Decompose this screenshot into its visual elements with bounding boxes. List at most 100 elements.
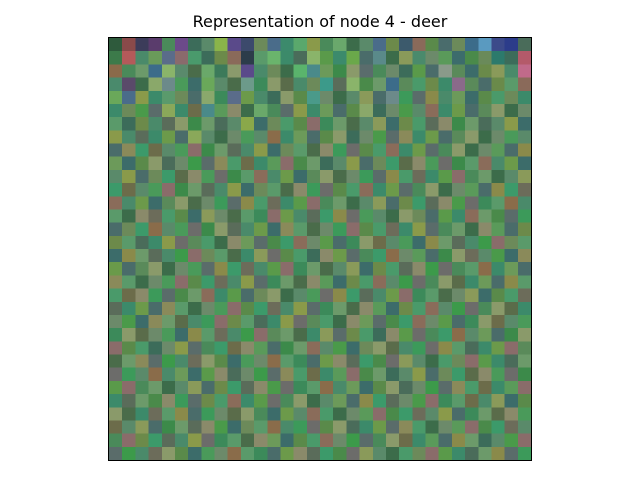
pixel-cell — [399, 328, 413, 342]
pixel-cell — [122, 407, 136, 421]
pixel-cell — [122, 301, 136, 316]
pixel-cell — [267, 341, 281, 355]
pixel-cell — [267, 328, 281, 342]
pixel-cell — [504, 169, 519, 184]
pixel-cell — [227, 301, 242, 316]
pixel-cell — [425, 262, 439, 276]
pixel-cell — [438, 262, 453, 276]
pixel-cell — [122, 183, 136, 197]
pixel-cell — [451, 328, 466, 342]
pixel-cell — [346, 209, 360, 223]
pixel-cell — [161, 407, 176, 421]
pixel-cell — [293, 209, 308, 223]
pixel-cell — [214, 420, 228, 434]
pixel-cell — [227, 64, 242, 78]
pixel-cell — [122, 196, 136, 210]
pixel-cell — [280, 420, 294, 434]
pixel-cell — [333, 433, 347, 448]
pixel-cell — [359, 367, 374, 382]
pixel-cell — [267, 288, 281, 303]
pixel-cell — [346, 143, 360, 157]
pixel-cell — [346, 90, 360, 105]
pixel-cell — [240, 394, 255, 408]
pixel-cell — [385, 77, 400, 92]
pixel-cell — [227, 314, 242, 329]
pixel-cell — [293, 328, 308, 342]
pixel-cell — [148, 394, 163, 408]
pixel-cell — [148, 262, 163, 276]
pixel-cell — [372, 169, 387, 184]
pixel-cell — [491, 275, 505, 289]
pixel-cell — [478, 249, 492, 263]
pixel-cell — [214, 103, 228, 118]
pixel-cell — [425, 77, 439, 92]
pixel-cell — [188, 156, 202, 171]
pixel-cell — [451, 380, 466, 395]
pixel-cell — [174, 249, 189, 263]
pixel-cell — [161, 380, 176, 395]
pixel-cell — [109, 222, 123, 237]
pixel-cell — [148, 367, 163, 382]
pixel-cell — [451, 196, 466, 210]
pixel-cell — [425, 380, 439, 395]
pixel-cell — [438, 90, 453, 105]
pixel-cell — [517, 156, 531, 171]
pixel-cell — [240, 235, 255, 250]
pixel-cell — [148, 288, 163, 303]
pixel-cell — [465, 183, 479, 197]
pixel-cell — [201, 301, 215, 316]
pixel-cell — [109, 103, 123, 118]
pixel-cell — [188, 117, 202, 131]
pixel-cell — [320, 222, 334, 237]
pixel-cell — [478, 394, 492, 408]
pixel-cell — [478, 222, 492, 237]
pixel-cell — [425, 446, 439, 460]
pixel-cell — [451, 143, 466, 157]
pixel-cell — [214, 235, 228, 250]
pixel-cell — [451, 420, 466, 434]
pixel-cell — [399, 394, 413, 408]
pixel-cell — [188, 275, 202, 289]
pixel-cell — [227, 380, 242, 395]
pixel-cell — [346, 77, 360, 92]
pixel-cell — [320, 420, 334, 434]
pixel-cell — [504, 77, 519, 92]
pixel-cell — [333, 301, 347, 316]
pixel-cell — [478, 380, 492, 395]
pixel-cell — [135, 117, 149, 131]
pixel-cell — [451, 288, 466, 303]
pixel-cell — [346, 328, 360, 342]
pixel-cell — [372, 77, 387, 92]
pixel-cell — [188, 301, 202, 316]
pixel-cell — [517, 433, 531, 448]
pixel-cell — [504, 90, 519, 105]
pixel-cell — [227, 433, 242, 448]
pixel-cell — [109, 209, 123, 223]
pixel-cell — [438, 117, 453, 131]
pixel-cell — [320, 275, 334, 289]
pixel-cell — [188, 209, 202, 223]
pixel-cell — [412, 262, 426, 276]
pixel-cell — [491, 90, 505, 105]
pixel-cell — [174, 354, 189, 368]
pixel-cell — [122, 433, 136, 448]
pixel-cell — [320, 169, 334, 184]
pixel-cell — [214, 249, 228, 263]
pixel-cell — [135, 90, 149, 105]
pixel-cell — [399, 222, 413, 237]
pixel-cell — [122, 249, 136, 263]
pixel-cell — [372, 209, 387, 223]
pixel-cell — [201, 367, 215, 382]
pixel-cell — [306, 288, 321, 303]
pixel-cell — [333, 117, 347, 131]
pixel-cell — [399, 90, 413, 105]
pixel-cell — [517, 420, 531, 434]
pixel-cell — [491, 169, 505, 184]
pixel-cell — [491, 143, 505, 157]
pixel-cell — [135, 130, 149, 144]
pixel-cell — [267, 169, 281, 184]
pixel-cell — [161, 169, 176, 184]
pixel-cell — [425, 354, 439, 368]
pixel-cell — [399, 51, 413, 65]
pixel-cell — [465, 301, 479, 316]
